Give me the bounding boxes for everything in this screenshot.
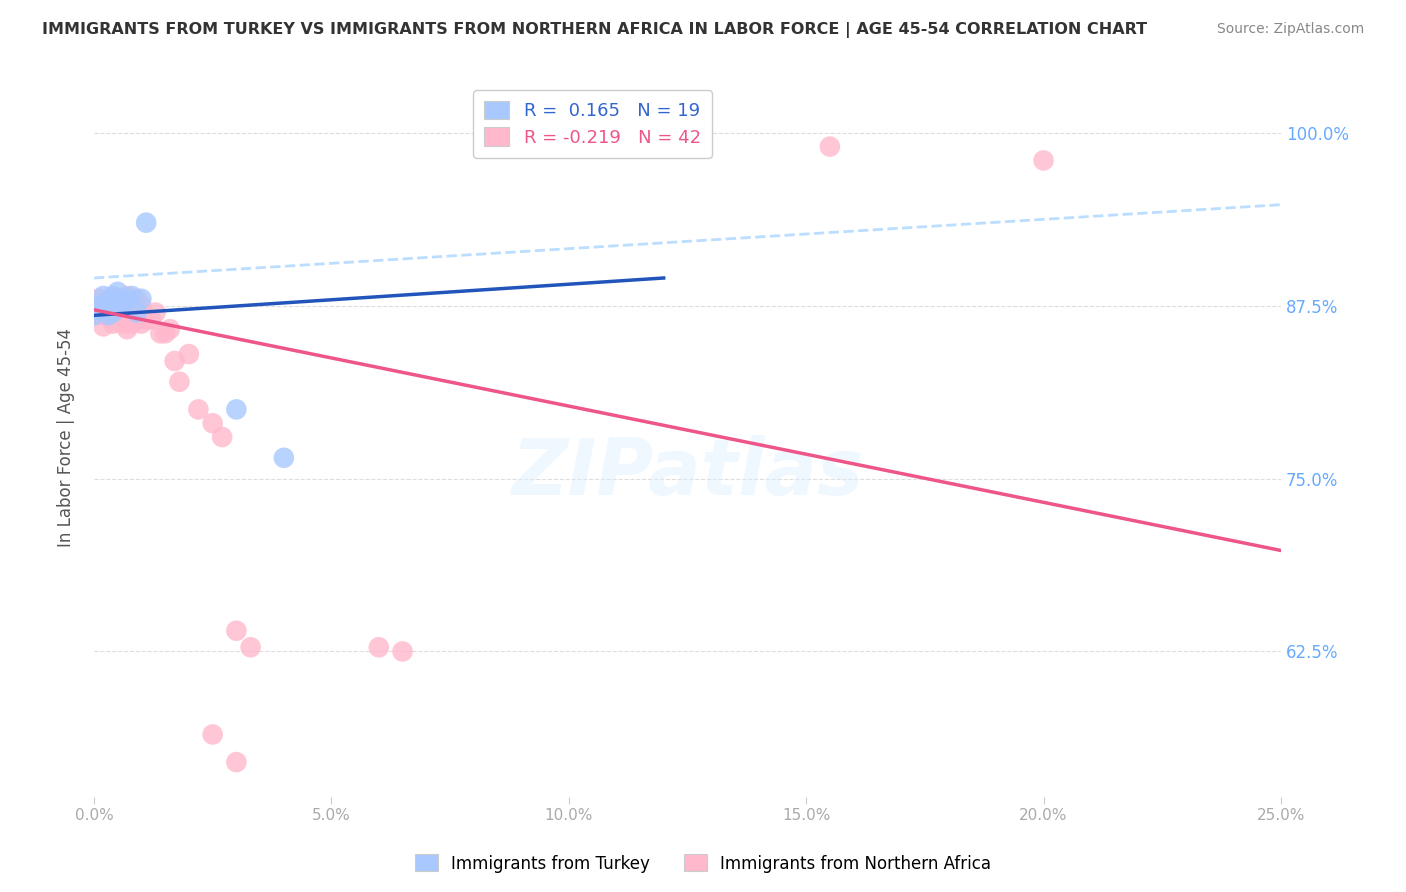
Point: [115, 292, 138, 306]
Point: [97, 292, 120, 306]
Point: [211, 430, 233, 444]
Point: [93, 289, 115, 303]
Point: [225, 755, 247, 769]
Point: [107, 309, 129, 323]
Point: [131, 299, 153, 313]
Point: [115, 305, 138, 319]
Point: [121, 317, 143, 331]
Point: [111, 299, 134, 313]
Point: [177, 347, 200, 361]
Point: [273, 450, 295, 465]
Point: [367, 640, 389, 655]
Point: [93, 297, 115, 311]
Point: [149, 326, 172, 341]
Point: [131, 292, 153, 306]
Point: [125, 305, 148, 319]
Point: [121, 299, 143, 313]
Point: [93, 299, 115, 313]
Point: [101, 299, 124, 313]
Point: [225, 624, 247, 638]
Point: [187, 402, 209, 417]
Point: [125, 312, 148, 326]
Point: [97, 309, 120, 323]
Point: [107, 292, 129, 306]
Point: [139, 312, 162, 326]
Point: [125, 292, 148, 306]
Text: ZIPatlas: ZIPatlas: [512, 435, 863, 511]
Point: [107, 285, 129, 299]
Point: [115, 322, 138, 336]
Text: Source: ZipAtlas.com: Source: ZipAtlas.com: [1216, 22, 1364, 37]
Point: [101, 317, 124, 331]
Point: [101, 289, 124, 303]
Point: [135, 312, 157, 326]
Point: [87, 292, 110, 306]
Point: [201, 727, 224, 741]
Point: [153, 326, 176, 341]
Point: [97, 294, 120, 309]
Point: [818, 139, 841, 153]
Point: [239, 640, 262, 655]
Y-axis label: In Labor Force | Age 45-54: In Labor Force | Age 45-54: [58, 327, 75, 547]
Point: [111, 317, 134, 331]
Point: [159, 322, 181, 336]
Point: [225, 402, 247, 417]
Point: [101, 305, 124, 319]
Point: [1032, 153, 1054, 168]
Point: [87, 309, 110, 323]
Point: [83, 309, 105, 323]
Text: IMMIGRANTS FROM TURKEY VS IMMIGRANTS FROM NORTHERN AFRICA IN LABOR FORCE | AGE 4: IMMIGRANTS FROM TURKEY VS IMMIGRANTS FRO…: [42, 22, 1147, 38]
Point: [87, 302, 110, 317]
Point: [145, 305, 167, 319]
Point: [83, 302, 105, 317]
Point: [201, 416, 224, 430]
Point: [391, 644, 413, 658]
Point: [97, 309, 120, 323]
Point: [135, 216, 157, 230]
Point: [169, 375, 191, 389]
Point: [121, 289, 143, 303]
Point: [115, 289, 138, 303]
Legend: Immigrants from Turkey, Immigrants from Northern Africa: Immigrants from Turkey, Immigrants from …: [408, 847, 998, 880]
Point: [107, 292, 129, 306]
Point: [163, 354, 186, 368]
Point: [93, 319, 115, 334]
Point: [111, 294, 134, 309]
Point: [131, 317, 153, 331]
Point: [111, 299, 134, 313]
Legend: R =  0.165   N = 19, R = -0.219   N = 42: R = 0.165 N = 19, R = -0.219 N = 42: [474, 90, 711, 158]
